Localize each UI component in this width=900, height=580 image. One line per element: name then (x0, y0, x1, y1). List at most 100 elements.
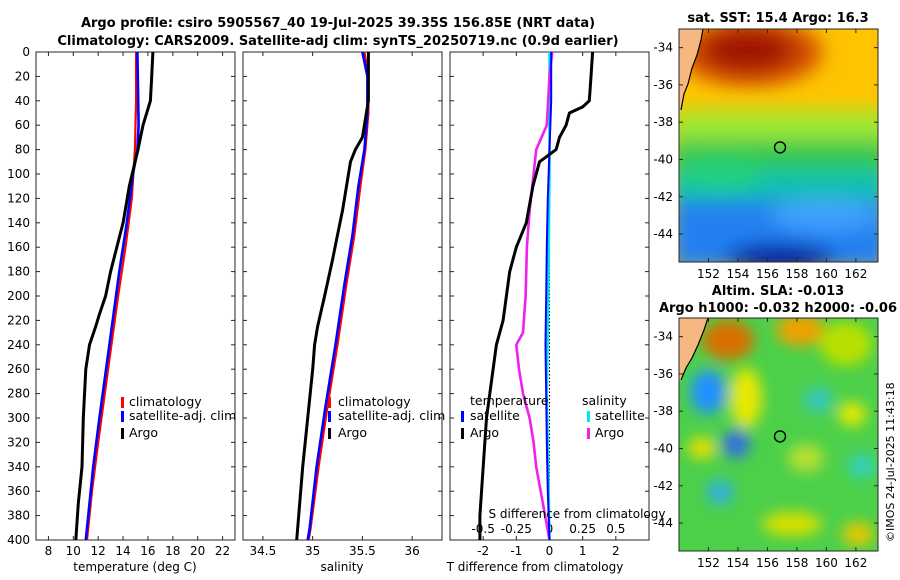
legend-label-climatology: climatology (129, 394, 202, 409)
sla-anomaly (838, 402, 866, 426)
axis-ticks: 0204060801001201401601802002202402602803… (7, 45, 649, 558)
sla-anomaly (762, 512, 822, 536)
temperature-argo-line (74, 51, 155, 541)
sla-anomaly (688, 438, 716, 458)
legend-swatch-satellite-adj (121, 411, 124, 422)
legend-title-temperature: temperature (470, 393, 549, 408)
legend-swatch-climatology (328, 397, 331, 408)
x-tick-label: 2 (612, 544, 620, 558)
legend-swatch-t-satellite (461, 411, 464, 422)
map-y-tick-label: -44 (653, 516, 673, 530)
map-x-tick-label: 156 (756, 267, 779, 281)
s-diff-tick-label: -0.25 (501, 522, 532, 536)
map-x-tick-label: 156 (756, 556, 779, 570)
depth-tick-label: 320 (7, 435, 30, 449)
x-tick-label: 16 (140, 544, 155, 558)
temperature-xlabel: temperature (deg C) (73, 560, 196, 574)
map-axis-ticks: 152 154 156 158 160 162 -34 -36 -38 -40 -42 -44 152 1… (653, 29, 878, 570)
legend-label-satellite-adj: satellite-adj. clim (338, 408, 445, 423)
map-x-tick-label: 160 (815, 267, 838, 281)
x-tick-label: -2 (477, 544, 489, 558)
x-tick-label: 1 (579, 544, 587, 558)
depth-tick-label: 340 (7, 460, 30, 474)
depth-tick-label: 260 (7, 362, 30, 376)
title-line2: Climatology: CARS2009. Satellite-adj cli… (57, 34, 618, 49)
salinity-xlabel: salinity (320, 560, 363, 574)
depth-tick-label: 40 (15, 94, 30, 108)
map-x-tick-label: 160 (815, 556, 838, 570)
legend-swatch-s-argo (587, 428, 590, 439)
depth-tick-label: 240 (7, 338, 30, 352)
t-diff-satellite-line (544, 52, 553, 541)
map-y-tick-label: -44 (653, 227, 673, 241)
s-diff-tick-label: -0.5 (471, 522, 494, 536)
sla-anomaly (842, 522, 874, 546)
map-x-tick-label: 152 (697, 267, 720, 281)
depth-tick-label: 220 (7, 313, 30, 327)
map-y-tick-label: -42 (653, 190, 673, 204)
legend-swatch-s-satellite (587, 411, 590, 422)
sla-map (679, 318, 878, 551)
x-tick-label: 22 (215, 544, 230, 558)
sla-map-title-line1: Altim. SLA: -0.013 (712, 284, 844, 299)
x-tick-label: 34.5 (250, 544, 277, 558)
legend-label-t-argo: Argo (470, 425, 499, 440)
map-x-tick-label: 152 (697, 556, 720, 570)
x-tick-label: 14 (115, 544, 130, 558)
map-x-tick-label: 162 (844, 556, 867, 570)
salinity-satellite-adj-line (306, 51, 369, 541)
sst-map (679, 29, 878, 262)
map-y-tick-label: -36 (653, 367, 673, 381)
sla-anomaly (804, 388, 832, 412)
depth-tick-label: 120 (7, 191, 30, 205)
x-tick-label: -1 (510, 544, 522, 558)
legend-swatch-satellite-adj (328, 411, 331, 422)
legend-title-salinity: salinity (582, 393, 627, 408)
sst-map-frame (678, 28, 879, 263)
legend-label-s-argo: Argo (595, 425, 624, 440)
sst-warm-eddy-core (703, 29, 793, 72)
legend-label-argo: Argo (129, 425, 158, 440)
legend-label-s-satellite: satellite (595, 408, 645, 423)
depth-tick-label: 300 (7, 411, 30, 425)
x-tick-label: 10 (66, 544, 81, 558)
legend-swatch-t-argo (461, 428, 464, 439)
depth-tick-label: 400 (7, 533, 30, 547)
map-x-tick-label: 158 (785, 267, 808, 281)
t-diff-argo-line (478, 51, 595, 540)
legend-swatch-argo (121, 428, 124, 439)
depth-tick-label: 360 (7, 484, 30, 498)
sst-green-lobe (680, 159, 760, 191)
sla-anomaly (730, 368, 762, 428)
legend-label-climatology: climatology (338, 394, 411, 409)
map-y-tick-label: -34 (653, 41, 673, 55)
temperature-climatology-line (85, 52, 138, 541)
depth-tick-label: 80 (15, 143, 30, 157)
depth-tick-label: 280 (7, 387, 30, 401)
legend-label-argo: Argo (338, 425, 367, 440)
difference-xlabel-top: S difference from climatology (489, 507, 666, 521)
x-tick-label: 12 (91, 544, 106, 558)
salinity-legend: climatology satellite-adj. clim Argo (328, 394, 445, 440)
sla-anomaly (722, 430, 750, 458)
sla-anomaly (788, 444, 824, 472)
sla-map-frame (678, 317, 879, 552)
x-tick-label: 8 (45, 544, 53, 558)
sla-anomaly (820, 322, 872, 366)
depth-tick-label: 0 (22, 45, 30, 59)
depth-tick-label: 380 (7, 509, 30, 523)
x-tick-label: 35.5 (349, 544, 376, 558)
sla-anomaly (848, 454, 876, 478)
depth-tick-label: 140 (7, 216, 30, 230)
depth-tick-label: 180 (7, 265, 30, 279)
s-diff-argo-line (515, 51, 554, 541)
sst-argo-marker (773, 141, 787, 154)
difference-xlabel: T difference from climatology (446, 560, 624, 574)
x-tick-label: 18 (165, 544, 180, 558)
sst-map-title: sat. SST: 15.4 Argo: 16.3 (687, 11, 868, 26)
depth-tick-label: 100 (7, 167, 30, 181)
map-x-tick-label: 154 (727, 556, 750, 570)
sla-map-title-line2: Argo h1000: -0.032 h2000: -0.06 (659, 301, 897, 316)
map-y-tick-label: -36 (653, 78, 673, 92)
